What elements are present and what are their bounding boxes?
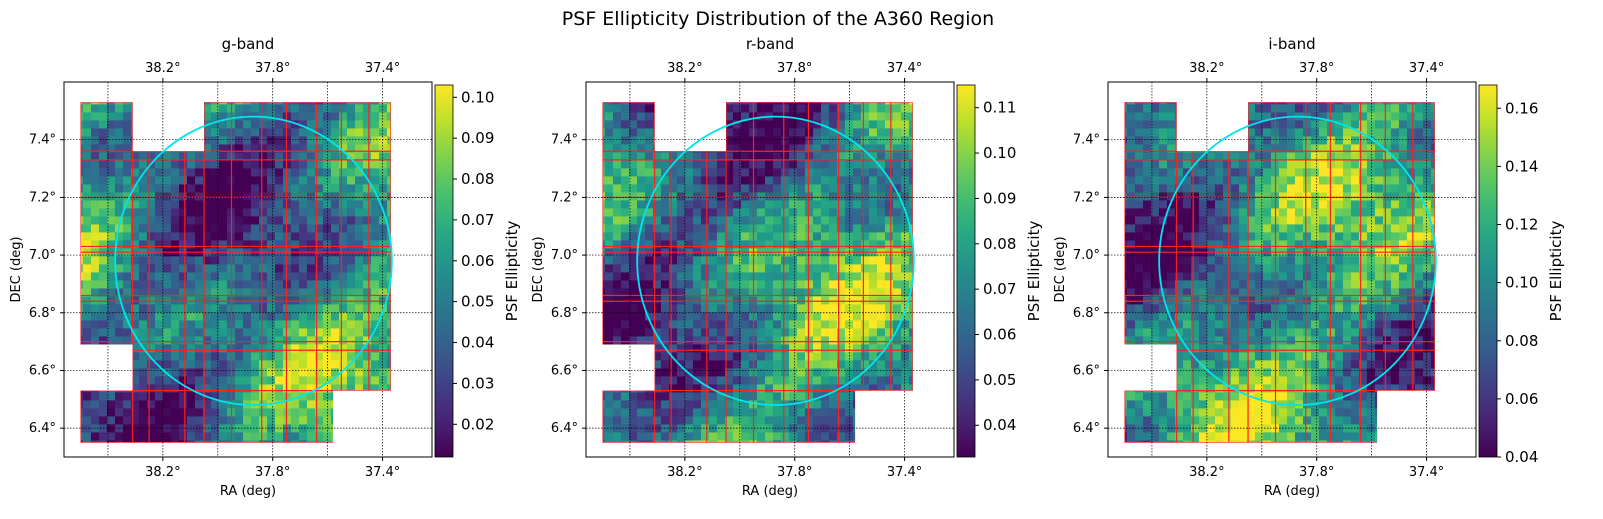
x-axis-label: RA (deg): [220, 484, 276, 499]
colorbar-tick-label: 0.08: [461, 170, 494, 188]
colorbar: [1478, 84, 1498, 458]
colorbar-tick-label: 0.10: [983, 144, 1016, 162]
x-tick-label: 37.8°: [255, 465, 290, 480]
y-tick-label: 7.2°: [1073, 190, 1100, 205]
x-tick-label-top: 37.8°: [1299, 61, 1334, 76]
colorbar-tick-label: 0.12: [1505, 216, 1538, 234]
panel-title: i-band: [1268, 35, 1315, 53]
colorbar-tick-label: 0.10: [461, 88, 494, 106]
colorbar-tick-label: 0.14: [1505, 157, 1538, 175]
colorbar-tick-label: 0.06: [461, 252, 494, 270]
x-tick-label: 37.4°: [365, 465, 400, 480]
y-tick-label: 7.0°: [1073, 248, 1100, 263]
axes-frame: [1107, 81, 1477, 458]
x-tick-label-top: 37.4°: [1409, 61, 1444, 76]
colorbar-tick-label: 0.11: [983, 99, 1016, 117]
x-tick-label-top: 38.2°: [145, 61, 180, 76]
colorbar-tick-label: 0.03: [461, 374, 494, 392]
colorbar-tick-label: 0.05: [983, 371, 1016, 389]
x-tick-label: 37.4°: [1409, 465, 1444, 480]
x-tick-label: 37.4°: [887, 465, 922, 480]
panel-i-band: 38.2° 38.2° 37.8° 37.8° 37.4° 37.4° 6.4° 6.6° 6.…: [1053, 35, 1565, 499]
panel-title: g-band: [222, 35, 275, 53]
y-tick-label: 7.0°: [29, 248, 56, 263]
x-tick-label: 37.8°: [1299, 465, 1334, 480]
axes-frame: [63, 81, 433, 458]
y-axis-label: DEC (deg): [1053, 236, 1068, 302]
y-tick-label: 6.6°: [29, 363, 56, 378]
x-tick-label: 38.2°: [145, 465, 180, 480]
colorbar-label: PSF Ellipticity: [1025, 221, 1043, 322]
colorbar-tick-label: 0.10: [1505, 274, 1538, 292]
colorbar: [956, 84, 976, 458]
cluster-circle: [636, 115, 915, 406]
colorbar-tick-label: 0.06: [983, 326, 1016, 344]
y-tick-label: 7.0°: [551, 248, 578, 263]
axes-frame: [585, 81, 955, 458]
colorbar-tick-label: 0.05: [461, 293, 494, 311]
panel-g-band: 38.2° 38.2° 37.8° 37.8° 37.4° 37.4° 6.4° 6.6° 6.…: [9, 35, 521, 499]
colorbar-tick-label: 0.16: [1505, 99, 1538, 117]
colorbar-tick-label: 0.09: [983, 189, 1016, 207]
panel-r-band: 38.2° 38.2° 37.8° 37.8° 37.4° 37.4° 6.4° 6.6° 6.…: [531, 35, 1043, 499]
colorbar-tick-label: 0.04: [461, 334, 494, 352]
x-tick-label: 38.2°: [667, 465, 702, 480]
tile-borders: [1124, 102, 1435, 443]
y-tick-label: 6.8°: [551, 306, 578, 321]
y-tick-label: 7.4°: [551, 133, 578, 148]
figure-title: PSF Ellipticity Distribution of the A360…: [562, 8, 994, 30]
cluster-circle: [1158, 115, 1437, 406]
colorbar-label: PSF Ellipticity: [503, 221, 521, 322]
colorbar-label: PSF Ellipticity: [1547, 221, 1565, 322]
colorbar-tick-label: 0.08: [1505, 332, 1538, 350]
x-axis-label: RA (deg): [1264, 484, 1320, 499]
heatmap-cells: [602, 102, 913, 443]
x-tick-label-top: 37.4°: [887, 61, 922, 76]
x-axis-label: RA (deg): [742, 484, 798, 499]
x-tick-label: 37.8°: [777, 465, 812, 480]
grid-lines: [1108, 82, 1476, 457]
x-tick-label-top: 38.2°: [1189, 61, 1224, 76]
cluster-circle: [114, 115, 393, 406]
y-tick-label: 7.4°: [29, 133, 56, 148]
x-tick-label: 38.2°: [1189, 465, 1224, 480]
colorbar-tick-label: 0.07: [983, 280, 1016, 298]
y-tick-label: 6.8°: [1073, 306, 1100, 321]
colorbar-tick-label: 0.04: [983, 416, 1016, 434]
y-tick-label: 6.4°: [29, 421, 56, 436]
x-tick-label-top: 37.4°: [365, 61, 400, 76]
panel-title: r-band: [746, 35, 794, 53]
x-tick-label-top: 37.8°: [255, 61, 290, 76]
y-axis-label: DEC (deg): [9, 236, 24, 302]
colorbar-tick-label: 0.09: [461, 129, 494, 147]
y-tick-label: 6.8°: [29, 306, 56, 321]
colorbar-tick-label: 0.07: [461, 211, 494, 229]
colorbar: [434, 84, 454, 458]
y-tick-label: 6.6°: [551, 363, 578, 378]
y-tick-label: 7.2°: [29, 190, 56, 205]
y-tick-label: 6.4°: [551, 421, 578, 436]
heatmap-cells: [80, 102, 391, 443]
x-tick-label-top: 37.8°: [777, 61, 812, 76]
y-tick-label: 6.6°: [1073, 363, 1100, 378]
colorbar-tick-label: 0.02: [461, 415, 494, 433]
colorbar-tick-label: 0.06: [1505, 390, 1538, 408]
y-tick-label: 6.4°: [1073, 421, 1100, 436]
y-tick-label: 7.2°: [551, 190, 578, 205]
colorbar-tick-label: 0.04: [1505, 448, 1538, 466]
colorbar-tick-label: 0.08: [983, 235, 1016, 253]
y-tick-label: 7.4°: [1073, 133, 1100, 148]
y-axis-label: DEC (deg): [531, 236, 546, 302]
x-tick-label-top: 38.2°: [667, 61, 702, 76]
heatmap-cells: [1124, 102, 1435, 443]
